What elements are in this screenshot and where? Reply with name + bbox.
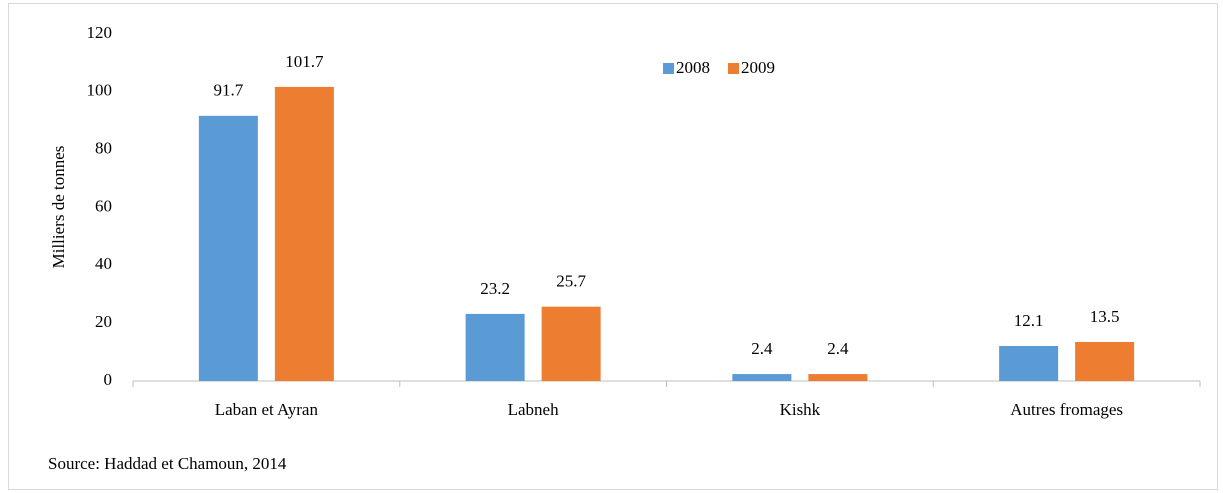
bar (198, 115, 258, 381)
legend-swatch (663, 63, 674, 74)
bar (541, 306, 601, 381)
value-label: 25.7 (556, 272, 586, 291)
value-label: 91.7 (214, 81, 244, 100)
x-tick-label: Laban et Ayran (215, 400, 319, 419)
legend-label: 2008 (676, 58, 710, 77)
value-label: 12.1 (1014, 311, 1044, 330)
legend-swatch (728, 63, 739, 74)
x-tick-label: Labneh (508, 400, 559, 419)
x-tick-label: Autres fromages (1010, 400, 1123, 419)
y-axis-label: Milliers de tonnes (49, 146, 68, 269)
x-tick-label: Kishk (780, 400, 821, 419)
y-tick-label: 60 (95, 196, 112, 215)
bar (999, 346, 1059, 381)
bar (732, 374, 792, 381)
y-tick-label: 100 (87, 81, 113, 100)
value-label: 2.4 (827, 339, 849, 358)
bar (1075, 341, 1135, 381)
y-tick-label: 0 (104, 370, 113, 389)
bar (465, 313, 525, 381)
source-note: Source: Haddad et Chamoun, 2014 (48, 454, 287, 473)
value-label: 13.5 (1090, 307, 1120, 326)
y-tick-label: 80 (95, 139, 112, 158)
value-label: 23.2 (480, 279, 510, 298)
legend-label: 2009 (741, 58, 775, 77)
y-tick-label: 40 (95, 254, 112, 273)
bar (808, 374, 868, 381)
value-label: 2.4 (751, 339, 773, 358)
bar (274, 86, 334, 381)
y-tick-label: 120 (87, 23, 113, 42)
value-label: 101.7 (285, 52, 324, 71)
y-tick-label: 20 (95, 312, 112, 331)
